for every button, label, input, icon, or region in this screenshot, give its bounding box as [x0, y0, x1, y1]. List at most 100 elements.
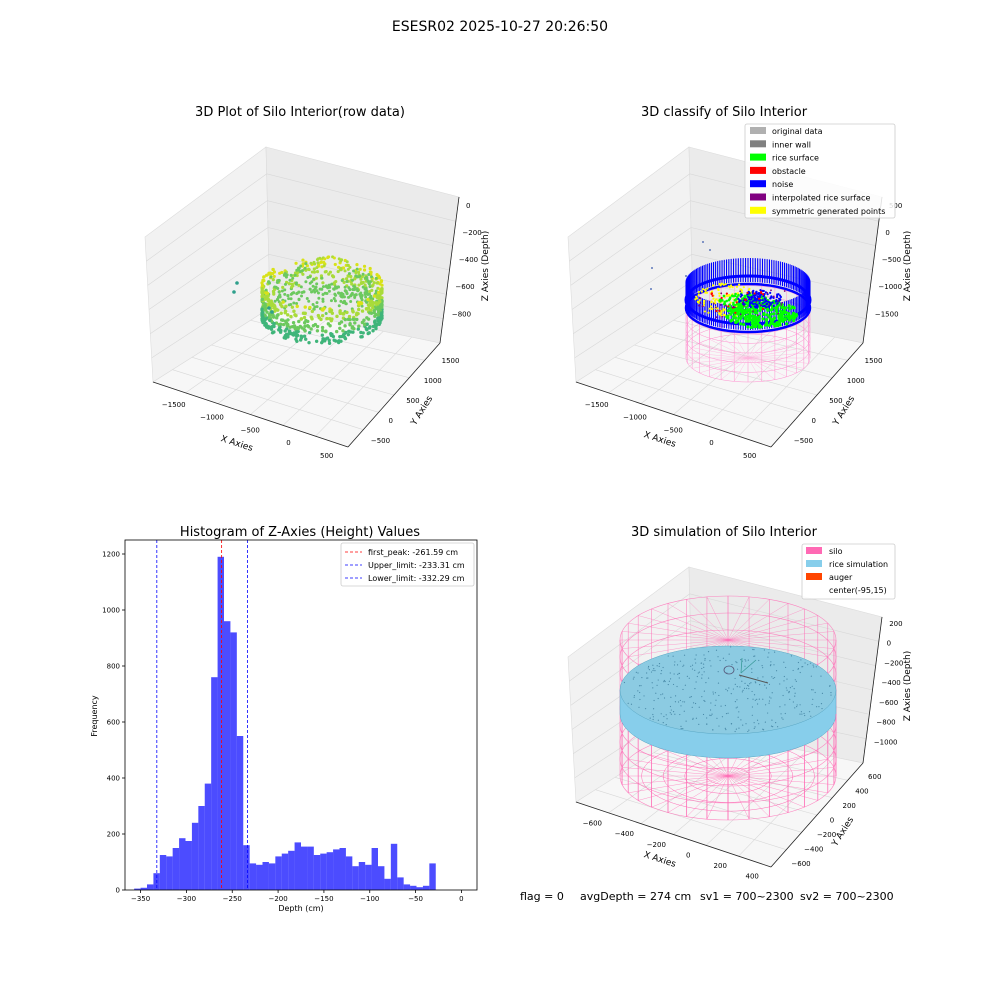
- rice-surface-point: [785, 322, 789, 326]
- stray-noise-point: [651, 267, 653, 269]
- legend-label: noise: [772, 180, 793, 189]
- rice-mesh-node: [657, 679, 659, 681]
- raw-point: [354, 313, 359, 317]
- raw-point: [346, 267, 350, 271]
- rice-mesh-node: [672, 683, 675, 686]
- y-axis-line: [347, 342, 441, 448]
- raw-point: [370, 303, 375, 307]
- noise-point: [778, 297, 781, 300]
- raw-point: [270, 313, 274, 317]
- raw-point: [266, 294, 270, 298]
- raw-point: [371, 306, 375, 310]
- raw-point: [367, 311, 372, 315]
- rice-mesh-node: [758, 659, 760, 662]
- legend-label: Upper_limit: -233.31 cm: [368, 561, 465, 570]
- obstacle-point: [744, 298, 747, 302]
- histogram-bar: [365, 864, 372, 890]
- silo-wire-spoke: [727, 775, 750, 820]
- rice-surface-point: [735, 319, 739, 323]
- silo-wire-spoke: [727, 622, 828, 641]
- rice-mesh-node: [704, 700, 706, 702]
- rice-mesh-node: [752, 648, 754, 651]
- rice-mesh-node: [691, 664, 694, 666]
- raw-point: [314, 276, 318, 280]
- symmetric-point: [694, 298, 697, 301]
- rice-mesh-node: [794, 707, 796, 709]
- silo-wire-spoke: [651, 744, 729, 777]
- raw-point: [379, 305, 384, 310]
- noise-ring: [684, 282, 812, 334]
- noise-point: [740, 293, 743, 296]
- legend-label: interpolated rice surface: [772, 194, 870, 203]
- rice-mesh-node: [759, 684, 761, 686]
- noise-point: [762, 289, 765, 293]
- rice-surface-point: [772, 322, 776, 326]
- rice-mesh-node: [652, 708, 655, 710]
- rice-mesh-node: [656, 665, 658, 667]
- noise-point: [761, 299, 764, 302]
- rice-surface-point: [729, 319, 733, 323]
- raw-point: [262, 275, 266, 279]
- raw-point: [352, 269, 356, 273]
- rice-mesh-node: [751, 690, 753, 693]
- rice-mesh-node: [663, 697, 666, 699]
- z-tick-label: −800: [876, 719, 895, 727]
- rice-mesh-node: [738, 727, 740, 729]
- histogram-bar: [179, 838, 186, 890]
- rice-mesh-node: [652, 713, 654, 716]
- raw-point: [338, 310, 342, 314]
- raw-point: [281, 322, 286, 327]
- raw-point: [342, 332, 347, 336]
- rice-mesh-node: [767, 712, 769, 714]
- silo-wire-spoke: [727, 767, 834, 777]
- rice-mesh-node: [664, 680, 666, 683]
- rice-mesh-node: [728, 687, 730, 689]
- x-axis-line: [152, 381, 349, 448]
- symmetric-point: [713, 299, 717, 303]
- raw-point: [339, 268, 343, 272]
- histogram-bar: [339, 848, 346, 890]
- rice-mesh-node: [706, 723, 708, 725]
- raw-point: [269, 303, 274, 308]
- raw-point: [357, 324, 361, 328]
- rice-mesh-node: [652, 687, 654, 689]
- x-tick-label: 200: [714, 862, 727, 870]
- rice-mesh-node: [811, 689, 813, 691]
- x-tick-label: −1000: [623, 414, 647, 422]
- raw-point: [339, 294, 343, 298]
- y-tick-label: −500: [371, 437, 390, 445]
- raw-point: [371, 329, 375, 333]
- raw-point: [279, 311, 283, 315]
- rice-mesh-node: [808, 711, 811, 713]
- interpolated-point: [755, 301, 758, 303]
- rice-mesh-node: [803, 712, 805, 715]
- legend-label: obstacle: [772, 167, 806, 176]
- silo-wire-spoke: [727, 744, 805, 777]
- histogram-bar: [333, 849, 340, 890]
- rice-mesh-node: [650, 671, 653, 673]
- rice-surface-point: [783, 306, 787, 311]
- raw-point: [379, 279, 383, 284]
- raw-point: [269, 299, 274, 303]
- rice-mesh-node: [646, 672, 648, 674]
- legend-label: rice surface: [772, 154, 819, 163]
- rice-simulation-surface: [619, 645, 837, 735]
- noise-point: [771, 301, 774, 304]
- rice-mesh-node: [738, 711, 740, 713]
- rice-surface-point: [743, 294, 747, 298]
- raw-point: [339, 299, 343, 303]
- noise-point: [752, 294, 756, 297]
- rice-mesh-node: [746, 684, 749, 686]
- raw-point: [365, 291, 369, 295]
- rice-surface-point: [735, 307, 739, 310]
- noise-point: [754, 306, 757, 309]
- z-tick-label: −400: [459, 256, 478, 264]
- panel-classify-3d: 3D classify of Silo Interior −1500−1000−…: [567, 105, 913, 460]
- rice-surface-point: [764, 318, 769, 322]
- z-tick-label: 500: [889, 202, 902, 210]
- rice-surface-point: [770, 307, 774, 312]
- rice-mesh-node: [724, 727, 726, 730]
- histogram-bar: [275, 856, 282, 890]
- panel-raw-zlabel: Z Axies (Depth): [481, 231, 491, 302]
- raw-point: [375, 281, 379, 285]
